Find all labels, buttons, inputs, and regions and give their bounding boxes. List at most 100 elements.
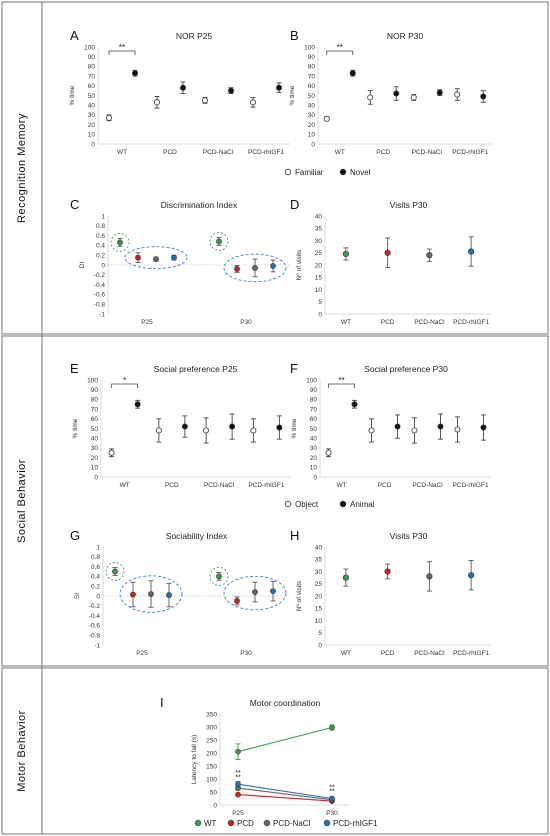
significance-label: ** xyxy=(235,770,241,777)
data-point xyxy=(166,592,172,598)
y-tick-label: 0.4 xyxy=(91,574,100,581)
data-point xyxy=(131,70,138,77)
x-tick-label: PCD xyxy=(381,650,395,657)
data-point xyxy=(270,263,276,269)
y-tick-label: -0.2 xyxy=(94,272,106,279)
data-point xyxy=(235,748,241,755)
data-point xyxy=(329,795,335,802)
legend-label: Object xyxy=(295,500,319,509)
data-point xyxy=(252,589,258,595)
x-tick-label: PCD xyxy=(378,482,392,489)
data-point xyxy=(201,97,208,104)
y-tick-label: 50 xyxy=(91,426,99,433)
y-tick-label: -0.4 xyxy=(89,613,101,620)
data-point xyxy=(106,114,113,121)
x-tick-label: P25 xyxy=(232,810,244,817)
legend-marker xyxy=(284,168,292,176)
data-point xyxy=(468,572,475,579)
group-label: P30 xyxy=(240,650,252,657)
legend-label: PCD-rhIGF1 xyxy=(333,819,378,828)
data-point xyxy=(148,591,154,597)
y-tick-label: 0.8 xyxy=(91,554,100,561)
data-point xyxy=(468,248,475,255)
legend-label: Animal xyxy=(350,500,375,509)
data-point xyxy=(275,84,282,91)
y-tick-label: 0.8 xyxy=(96,223,105,230)
data-point xyxy=(394,423,401,430)
data-point xyxy=(171,254,177,261)
legend-marker xyxy=(194,819,202,827)
significance-label: ** xyxy=(337,43,343,52)
y-tick-label: 10 xyxy=(315,618,323,625)
y-tick-label: 20 xyxy=(310,455,318,462)
y-tick-label: 60 xyxy=(91,416,99,423)
x-tick-label: WT xyxy=(117,149,127,156)
panel-letter: E xyxy=(70,361,79,376)
y-tick-label: 80 xyxy=(308,64,316,71)
y-tick-label: 0 xyxy=(318,642,322,649)
y-tick-label: -0.6 xyxy=(94,292,106,299)
series-line xyxy=(237,787,333,801)
y-tick-label: 0.4 xyxy=(96,243,105,250)
y-tick-label: 10 xyxy=(310,465,318,472)
data-point xyxy=(436,89,443,96)
chart-title: NOR P25 xyxy=(176,31,213,41)
y-tick-label: 90 xyxy=(88,54,96,61)
data-point xyxy=(155,427,162,434)
significance-label: ** xyxy=(235,775,241,782)
section-label: Social Behavior xyxy=(16,459,28,543)
y-tick-label: 5 xyxy=(318,299,322,306)
y-tick-label: 30 xyxy=(315,569,323,576)
significance-label: ** xyxy=(329,789,335,796)
chart-title: Sociability Index xyxy=(166,531,228,541)
x-tick-label: PCD-NaCl xyxy=(414,650,445,657)
y-tick-label: 50 xyxy=(88,93,96,100)
y-tick-label: 0 xyxy=(91,141,95,148)
highlight-circle xyxy=(209,232,229,251)
y-axis-label: DI xyxy=(79,262,86,269)
data-point xyxy=(480,93,487,100)
data-point xyxy=(393,90,400,97)
significance-bracket xyxy=(326,50,354,55)
y-tick-label: 250 xyxy=(206,737,217,744)
y-tick-label: 20 xyxy=(315,593,323,600)
y-tick-label: 90 xyxy=(310,387,318,394)
data-point xyxy=(426,252,433,259)
data-point xyxy=(270,588,276,594)
y-tick-label: 70 xyxy=(88,73,96,80)
legend-label: Familiar xyxy=(295,168,324,177)
x-tick-label: PCD-NaCl xyxy=(412,482,443,489)
data-point xyxy=(229,423,236,430)
y-axis-label: % time xyxy=(72,418,79,438)
x-tick-label: PCD xyxy=(376,149,390,156)
section-label: Recognition Memory xyxy=(16,113,28,223)
data-point xyxy=(325,449,332,456)
y-tick-label: 40 xyxy=(88,103,96,110)
highlight-ellipse xyxy=(223,253,287,283)
panel-letter: B xyxy=(290,28,299,43)
chart-B: 0 10 20 30 40 50 60 70 80 90 100 % time NOR P30 B WT PC… xyxy=(289,28,492,156)
data-point xyxy=(410,94,417,101)
data-point xyxy=(368,427,375,434)
legend-marker xyxy=(323,819,331,827)
data-point xyxy=(351,401,358,408)
y-tick-label: 70 xyxy=(310,406,318,413)
x-tick-label: PCD-rhIGF1 xyxy=(248,149,285,156)
y-tick-label: -0.4 xyxy=(94,282,106,289)
y-tick-label: 60 xyxy=(308,83,316,90)
y-tick-label: 50 xyxy=(310,426,318,433)
data-point xyxy=(108,449,115,456)
x-tick-label: PCD-NaCl xyxy=(412,149,443,156)
y-tick-label: 10 xyxy=(91,465,99,472)
y-tick-label: 90 xyxy=(91,387,99,394)
y-tick-label: -0.2 xyxy=(89,603,101,610)
data-point xyxy=(454,91,461,98)
y-tick-label: 30 xyxy=(315,238,323,245)
chart-title: Motor coordination xyxy=(250,698,321,708)
y-tick-label: 0.6 xyxy=(96,233,105,240)
data-point xyxy=(349,70,356,77)
x-tick-label: WT xyxy=(120,482,130,489)
y-tick-label: -1 xyxy=(94,642,100,649)
x-tick-label: PCD-rhIGF1 xyxy=(452,149,489,156)
chart-H: 0 5 10 15 20 25 30 35 40 Nº of visits Visits P30 H W… xyxy=(290,528,492,657)
